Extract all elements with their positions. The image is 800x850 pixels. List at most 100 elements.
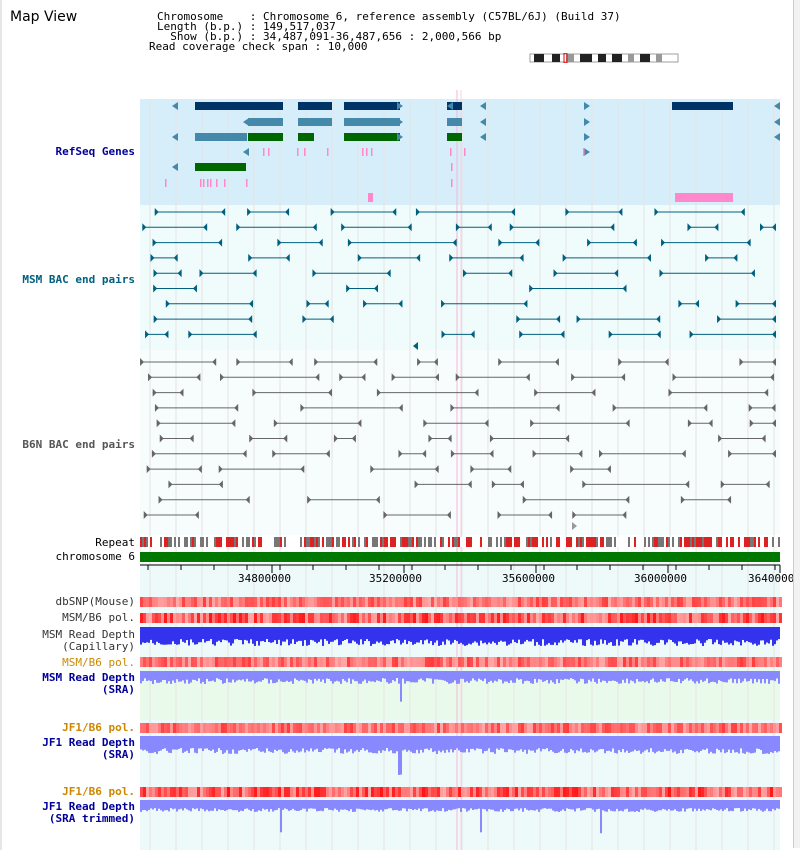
jf1-b6-pol-cell (629, 787, 632, 797)
dbsnp-cell (557, 597, 560, 607)
jf1-sra-depth (534, 736, 536, 753)
msm-b6-pol-cell (527, 613, 530, 623)
jf1-trimmed-depth (204, 800, 206, 812)
dbsnp-cell (578, 597, 581, 607)
msm-sra-depth (140, 671, 142, 684)
vertical-scrollbar[interactable] (793, 0, 800, 848)
jf1-sra-depth (224, 736, 226, 753)
repeat-segment (520, 537, 522, 547)
repeat-segment (728, 537, 730, 547)
jf1-b6-pol-cell (680, 723, 683, 733)
jf1-b6-pol-cell (272, 787, 275, 797)
jf1-sra-depth (760, 736, 762, 751)
msm-capillary-depth (524, 627, 526, 642)
jf1-trimmed-depth (612, 800, 614, 812)
jf1-trimmed-depth (308, 800, 310, 809)
jf1-trimmed-depth (332, 800, 334, 811)
msm-sra-depth (196, 671, 198, 682)
msm-capillary-depth (488, 627, 490, 643)
jf1-sra-depth (356, 736, 358, 750)
msm-sra-depth (340, 671, 342, 684)
jf1-sra-depth (564, 736, 566, 753)
dbsnp-cell (329, 597, 332, 607)
msm-sra-depth (226, 671, 228, 679)
jf1-trimmed-depth (768, 800, 770, 812)
jf1-sra-depth (732, 736, 734, 750)
repeat-segment (220, 537, 222, 547)
msm-sra-depth (492, 671, 494, 683)
jf1-sra-depth (440, 736, 442, 753)
jf1-b6-pol-cell (740, 723, 743, 733)
jf1-b6-pol-cell (713, 787, 716, 797)
msm-bac-end (509, 223, 514, 232)
jf1-trimmed-depth (356, 800, 358, 809)
msm-sra-depth (674, 671, 676, 683)
jf1-b6-pol-cell (236, 787, 239, 797)
dbsnp-cell (464, 597, 467, 607)
msm-sra-depth (310, 671, 312, 680)
msm-sra-depth (160, 671, 162, 683)
msm-capillary-depth (306, 627, 308, 646)
repeat-segment (438, 537, 440, 547)
jf1-b6-pol-cell (212, 787, 215, 797)
msm-sra-depth (668, 671, 670, 679)
repeat-segment (472, 537, 474, 547)
repeat-segment (406, 537, 408, 547)
jf1-trimmed-depth (528, 800, 530, 811)
msm-b6-pol-cell (335, 657, 338, 667)
jf1-trimmed-depth (174, 800, 176, 809)
jf1-trimmed-depth (300, 800, 302, 810)
msm-b6-pol-cell (149, 613, 152, 623)
msm-b6-pol-cell (260, 613, 263, 623)
dbsnp-cell (266, 597, 269, 607)
msm-b6-pol-cell (629, 613, 632, 623)
msm-bac-end (632, 238, 637, 247)
msm-bac-end (341, 223, 346, 232)
b6n-bac-end (474, 388, 479, 397)
msm-b6-pol-cell (299, 613, 302, 623)
msm-capillary-depth (694, 627, 696, 644)
msm-b6-pol-cell (563, 657, 566, 667)
repeat-segment (718, 537, 720, 547)
b6n-bac-end (288, 358, 293, 366)
msm-capillary-depth (638, 627, 640, 641)
msm-sra-depth (570, 671, 572, 679)
msm-b6-pol-cell (215, 613, 218, 623)
msm-sra-depth (284, 671, 286, 682)
jf1-sra-depth (434, 736, 436, 752)
jf1-sra-depth (310, 736, 312, 749)
msm-b6-pol-cell (674, 657, 677, 667)
chromosome-ideogram[interactable] (528, 53, 680, 63)
jf1-b6-pol-cell (500, 723, 503, 733)
msm-b6-pol-cell (737, 613, 740, 623)
dbsnp-cell (569, 597, 572, 607)
jf1-trimmed-depth (682, 800, 684, 809)
msm-b6-pol-cell (158, 657, 161, 667)
msm-sra-depth (276, 671, 278, 683)
jf1-b6-pol-cell (479, 787, 482, 797)
jf1-b6-pol-cell (656, 723, 659, 733)
repeat-segment (660, 537, 662, 547)
msm-capillary-depth (680, 627, 682, 642)
dbsnp-cell (320, 597, 323, 607)
msm-sra-depth (382, 671, 384, 679)
repeat-segment (294, 537, 296, 547)
msm-b6-pol-cell (296, 657, 299, 667)
jf1-b6-pol-cell (218, 787, 221, 797)
msm-capillary-depth (648, 627, 650, 642)
msm-sra-depth (758, 671, 760, 680)
msm-b6-pol-cell (404, 613, 407, 623)
dbsnp-cell (236, 597, 239, 607)
repeat-segment (388, 537, 390, 547)
repeat-segment (534, 537, 536, 547)
repeat-segment (726, 537, 728, 547)
msm-sra-depth (706, 671, 708, 679)
jf1-b6-pol-cell (506, 723, 509, 733)
repeat-segment (590, 537, 592, 547)
msm-bac-end (746, 238, 751, 247)
jf1-trimmed-depth (696, 800, 698, 811)
msm-b6-pol-cell (617, 613, 620, 623)
msm-sra-depth (646, 671, 648, 682)
msm-sra-depth (404, 671, 406, 684)
